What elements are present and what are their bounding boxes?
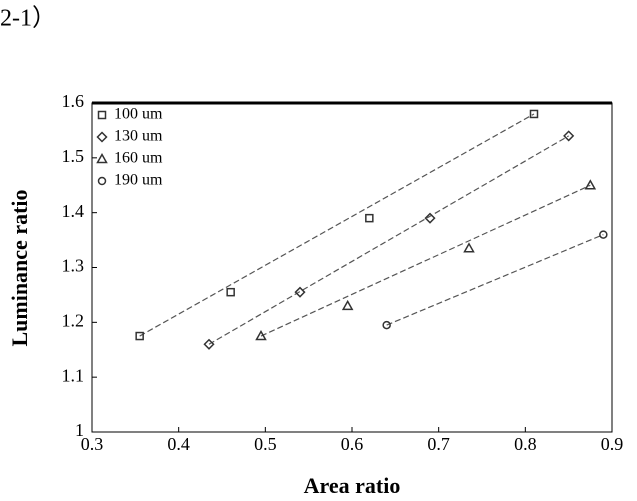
x-tick-label: 0.5 — [254, 434, 277, 454]
marker — [366, 215, 373, 222]
marker — [343, 301, 352, 309]
legend-marker — [99, 112, 106, 119]
chart: 2-1） Area ratio Luminance ratio 11.11.21… — [0, 0, 637, 501]
x-tick-label: 0.7 — [427, 434, 450, 454]
page: {"caption": "2-1）", "chart_data": {"type… — [0, 0, 637, 501]
legend-marker — [99, 178, 106, 185]
marker — [227, 289, 234, 296]
marker — [465, 244, 474, 252]
x-axis-title: Area ratio — [304, 473, 401, 498]
legend-label: 190 um — [114, 172, 163, 189]
x-tick-label: 0.8 — [514, 434, 537, 454]
legend-label: 130 um — [114, 128, 163, 145]
x-tick-label: 0.4 — [167, 434, 190, 454]
legend-marker — [98, 155, 107, 163]
y-tick-label: 1.6 — [62, 91, 85, 111]
y-tick-label: 1.2 — [62, 310, 85, 330]
caption: 2-1） — [0, 6, 56, 32]
x-tick-label: 0.6 — [341, 434, 364, 454]
y-tick-label: 1.3 — [62, 256, 85, 276]
legend-label: 100 um — [114, 106, 163, 123]
x-tick-label: 0.3 — [81, 434, 104, 454]
legend-label: 160 um — [114, 150, 163, 167]
trend-line — [209, 136, 569, 344]
y-tick-label: 1.5 — [62, 146, 85, 166]
trend-line — [387, 235, 604, 325]
plot-frame — [92, 103, 612, 432]
marker — [426, 214, 435, 223]
legend-marker — [98, 133, 107, 142]
trend-line — [140, 114, 534, 336]
y-tick-label: 1.4 — [62, 201, 85, 221]
marker — [586, 181, 595, 189]
y-axis-title: Luminance ratio — [7, 189, 32, 346]
y-tick-label: 1.1 — [62, 365, 85, 385]
x-tick-label: 0.9 — [601, 434, 624, 454]
